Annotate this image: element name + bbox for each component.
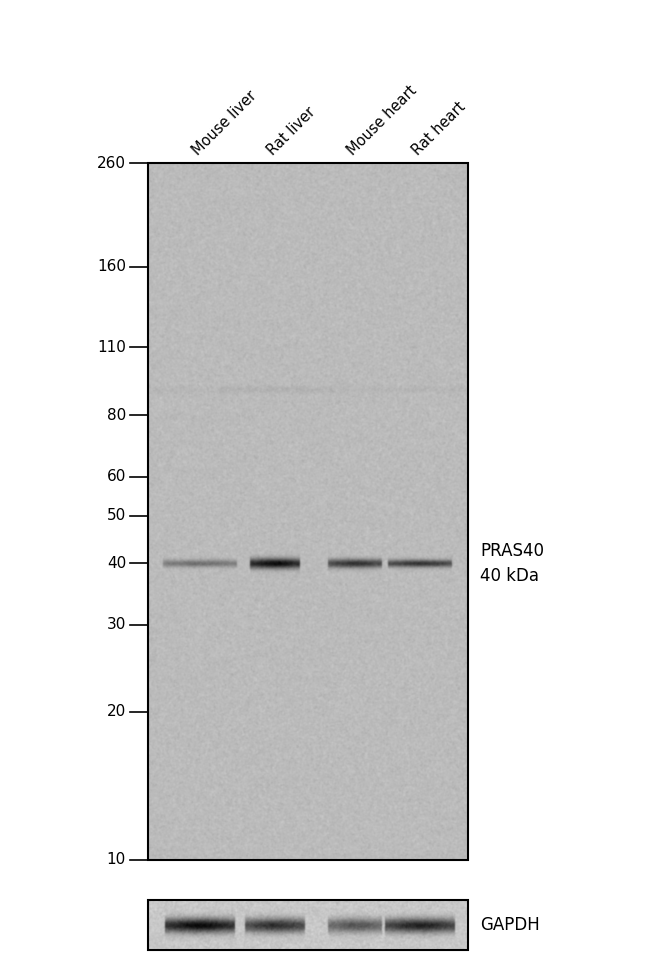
Text: 260: 260: [97, 155, 126, 171]
Bar: [148, 900, 468, 950]
Text: GAPDH: GAPDH: [480, 916, 540, 934]
Text: 60: 60: [107, 469, 126, 484]
Text: 50: 50: [107, 509, 126, 523]
Text: PRAS40
40 kDa: PRAS40 40 kDa: [480, 542, 544, 585]
Text: 30: 30: [107, 618, 126, 632]
Text: 80: 80: [107, 407, 126, 423]
Text: 160: 160: [97, 260, 126, 274]
Text: 110: 110: [97, 340, 126, 354]
Text: Rat heart: Rat heart: [410, 99, 469, 158]
Text: 20: 20: [107, 704, 126, 719]
Text: Mouse liver: Mouse liver: [189, 88, 259, 158]
Bar: [148, 163, 468, 860]
Text: Rat liver: Rat liver: [265, 104, 318, 158]
Text: 40: 40: [107, 556, 126, 571]
Text: 10: 10: [107, 852, 126, 868]
Text: Mouse heart: Mouse heart: [344, 83, 420, 158]
